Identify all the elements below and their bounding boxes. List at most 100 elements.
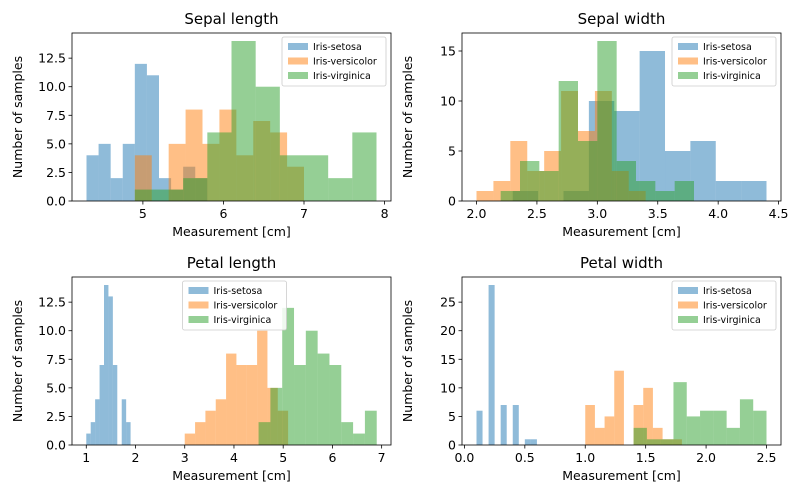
y-axis-label: Number of samples — [400, 56, 415, 178]
y-tick-label: 10.0 — [38, 323, 66, 338]
y-tick-label: 0 — [448, 194, 456, 209]
chart-panel: 0.0 0.5 1.0 1.5 2.0 2.5 0 5 10 15 20 25 Petal width M… — [400, 254, 782, 483]
y-tick-label: 2.5 — [46, 165, 66, 180]
histogram-bar — [257, 330, 268, 445]
axes-frame — [461, 32, 782, 202]
histogram-bar — [539, 171, 559, 201]
legend: Iris-setosa Iris-versicolor Iris-virginica — [182, 280, 287, 331]
y-tick-label: 5.0 — [46, 380, 66, 395]
y-tick-label: 15 — [440, 44, 456, 59]
histogram-bar — [500, 191, 520, 201]
histogram-bar — [207, 132, 232, 201]
histogram-bar — [715, 181, 742, 201]
histogram-bar — [112, 365, 118, 445]
x-axis-label: Measurement [cm] — [562, 468, 681, 483]
histogram-bar — [317, 353, 330, 445]
histogram-bar — [255, 86, 280, 201]
legend-label: Iris-versicolor — [703, 301, 767, 312]
x-tick-label: 3.5 — [648, 206, 668, 221]
y-tick-label: 0.0 — [46, 194, 66, 209]
histogram-bar — [104, 285, 109, 445]
x-tick-label: 8 — [381, 206, 389, 221]
histogram-bar — [184, 433, 196, 445]
histogram-bar — [279, 155, 304, 201]
y-tick-label: 5 — [448, 144, 456, 159]
x-tick-label: 3 — [181, 450, 189, 465]
legend-swatch — [288, 72, 308, 79]
histogram-bar — [753, 410, 767, 445]
histogram-bar — [643, 387, 653, 445]
x-tick-label: 0.0 — [454, 450, 474, 465]
histogram-bar — [512, 405, 519, 445]
histogram-bar — [604, 416, 615, 445]
histogram-bar — [673, 382, 687, 445]
y-tick-label: 0.0 — [46, 438, 66, 453]
chart-title: Petal width — [580, 254, 663, 272]
legend-label: Iris-versicolor — [214, 301, 278, 312]
histogram-bar — [215, 399, 227, 445]
x-tick-label: 1.0 — [575, 450, 595, 465]
y-tick-label: 20 — [440, 323, 456, 338]
histogram-bar — [488, 285, 495, 445]
histogram-bar — [329, 365, 342, 445]
y-axis-label: Number of samples — [10, 300, 25, 422]
legend-swatch — [678, 287, 698, 294]
histogram-bar — [739, 399, 754, 445]
histogram-bar — [168, 143, 186, 201]
histogram-bar — [231, 41, 256, 201]
x-tick-label: 2.5 — [527, 206, 547, 221]
histogram-bar — [655, 191, 675, 201]
x-tick-label: 2 — [132, 450, 140, 465]
y-tick-label: 12.5 — [38, 295, 66, 310]
histogram-bar — [652, 427, 663, 445]
y-tick-label: 0 — [448, 438, 456, 453]
legend-swatch — [188, 287, 209, 294]
histogram-bar — [304, 155, 329, 201]
histogram-bar — [86, 433, 91, 445]
x-tick-label: 7 — [378, 450, 386, 465]
x-tick-label: 2.0 — [467, 206, 487, 221]
histogram-bar — [108, 296, 113, 445]
histogram-bar — [660, 439, 674, 445]
histogram-bar — [95, 399, 100, 445]
histogram-bar — [594, 427, 605, 445]
histogram-bar — [558, 81, 578, 201]
legend-swatch — [188, 316, 209, 323]
histogram-bar — [476, 191, 494, 201]
x-tick-label: 1.5 — [636, 450, 656, 465]
histogram-bar — [183, 178, 208, 201]
legend-swatch — [288, 57, 308, 65]
histogram-bar — [205, 410, 216, 445]
legend-label: Iris-setosa — [313, 42, 362, 53]
y-tick-label: 7.5 — [46, 108, 66, 123]
histogram-bar — [614, 370, 624, 445]
histogram-bar — [500, 405, 507, 445]
histogram-bar — [328, 178, 353, 201]
histogram-bar — [270, 387, 283, 445]
legend-label: Iris-setosa — [703, 286, 752, 297]
histogram-bar — [524, 439, 531, 445]
axes-frame — [71, 32, 392, 202]
histogram-bar — [126, 422, 131, 445]
histogram-bar — [246, 365, 258, 445]
x-tick-label: 6 — [219, 206, 227, 221]
histogram-bar — [633, 427, 647, 445]
histogram-bar — [341, 422, 354, 445]
chart-panel: 2.0 2.5 3.0 3.5 4.0 4.5 0 5 10 15 Sepal width Measu… — [400, 10, 789, 239]
histogram-bar — [99, 365, 104, 445]
histogram-bar — [121, 399, 127, 445]
histogram-bar — [195, 422, 206, 445]
legend: Iris-setosa Iris-versicolor Iris-virginica — [671, 280, 777, 331]
chart-panel: 1 2 3 4 5 6 7 0.0 2.5 5.0 7.5 10.0 12.5 Petal length M… — [10, 254, 392, 483]
histogram-bar — [236, 365, 247, 445]
histogram-bar — [633, 405, 644, 445]
histogram-bar — [159, 189, 184, 201]
y-tick-label: 5.0 — [46, 136, 66, 151]
histogram-bar — [90, 422, 96, 445]
x-tick-label: 2.0 — [696, 450, 716, 465]
histogram-bar — [686, 416, 701, 445]
x-tick-label: 3.0 — [587, 206, 607, 221]
histogram-bar — [353, 433, 365, 445]
chart-title: Petal length — [187, 254, 277, 272]
histogram-bar — [476, 410, 483, 445]
